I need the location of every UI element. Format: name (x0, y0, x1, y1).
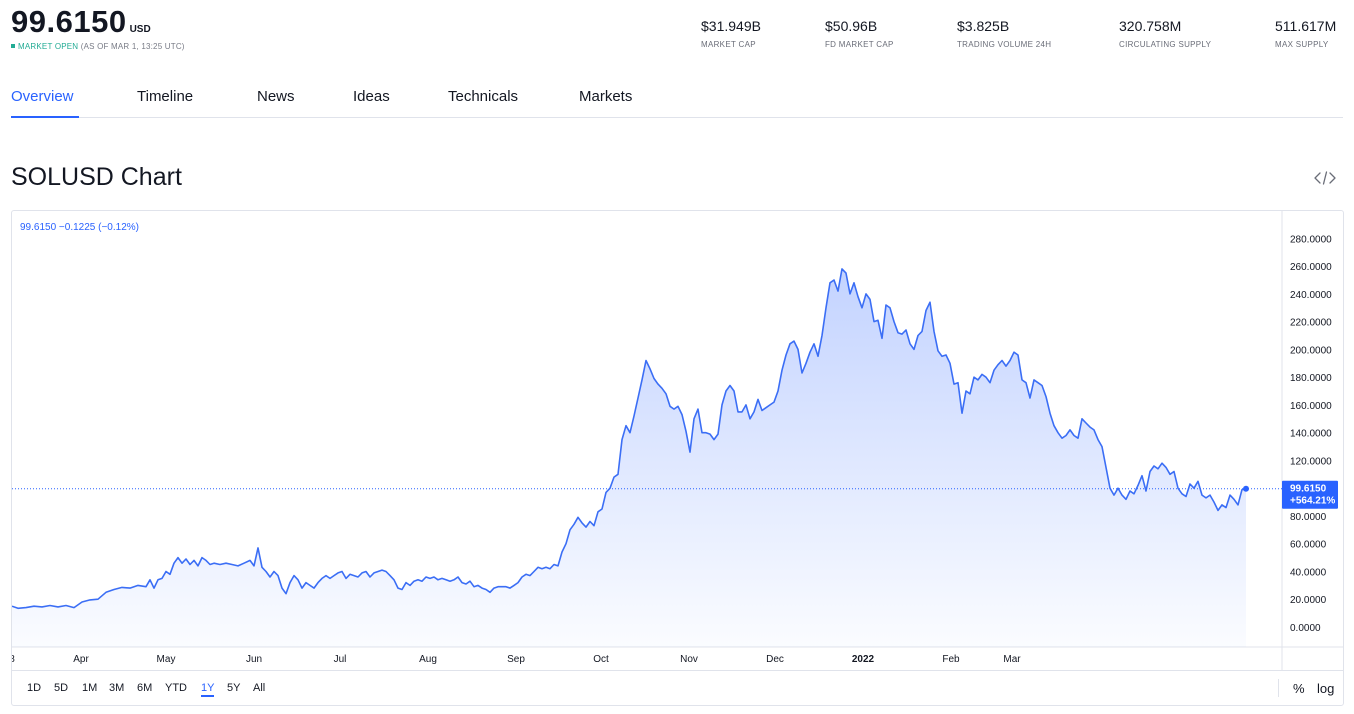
stat-label: MARKET CAP (701, 40, 756, 49)
section-tabs: Overview Timeline News Ideas Technicals … (11, 80, 1343, 118)
x-tick-label: Jun (246, 654, 262, 665)
tab-markets[interactable]: Markets (579, 88, 633, 105)
x-tick-label: Sep (507, 654, 525, 665)
price-chart[interactable]: 280.0000 260.0000 240.0000 220.0000 200.0000… (12, 211, 1343, 671)
y-tick-label: 40.0000 (1290, 567, 1327, 578)
tab-ideas[interactable]: Ideas (353, 88, 390, 105)
stat-value: 320.758M (1119, 18, 1182, 34)
stat-value: $31.949B (701, 18, 761, 34)
as-of-label: (AS OF MAR 1, 13:25 UTC) (80, 42, 185, 51)
current-price: 99.6150 (11, 4, 127, 39)
tab-news[interactable]: News (257, 88, 295, 105)
y-tick-label: 120.0000 (1290, 456, 1332, 467)
stat-label: MAX SUPPLY (1275, 40, 1329, 49)
stat-label: TRADING VOLUME 24H (957, 40, 1052, 49)
x-tick-label: Mar (1003, 654, 1021, 665)
y-tick-label: 60.0000 (1290, 540, 1327, 551)
y-tick-label: 220.0000 (1290, 318, 1332, 329)
currency-label: USD (129, 24, 151, 35)
stat-label: FD MARKET CAP (825, 40, 894, 49)
stat-label: CIRCULATING SUPPLY (1119, 40, 1212, 49)
x-tick-label: May (157, 654, 176, 665)
y-tick-label: 240.0000 (1290, 290, 1332, 301)
log-scale-button[interactable]: log (1317, 681, 1335, 696)
time-range-bar: 1D 5D 1M 3M 6M YTD 1Y 5Y All % log (12, 670, 1343, 705)
stat-trading-volume: $3.825B TRADING VOLUME 24H (957, 18, 1051, 49)
range-1d-button[interactable]: 1D (27, 682, 42, 694)
chart-container: 99.6150 −0.1225 (−0.12%) 280.0000 260.000… (11, 210, 1344, 706)
x-tick-label: Jul (334, 654, 347, 665)
price-header: 99.6150 USD MARKET OPEN (AS OF MAR 1, 13… (11, 4, 185, 51)
x-tick-label: Feb (942, 654, 960, 665)
active-tab-indicator (11, 116, 79, 118)
tab-overview[interactable]: Overview (11, 88, 74, 105)
x-tick-label: Nov (680, 654, 698, 665)
stat-max-supply: 511.617M MAX SUPPLY (1275, 18, 1336, 49)
status-dot-icon (11, 44, 15, 48)
range-1y-button[interactable]: 1Y (201, 682, 215, 697)
y-tick-label: 180.0000 (1290, 373, 1332, 384)
chart-title: SOLUSD Chart (11, 163, 182, 191)
percent-scale-button[interactable]: % (1293, 681, 1305, 696)
y-tick-label: 280.0000 (1290, 234, 1332, 245)
range-ytd-button[interactable]: YTD (165, 682, 187, 694)
stat-market-cap: $31.949B MARKET CAP (701, 18, 761, 49)
last-price-change: +564.21% (1290, 496, 1335, 507)
stat-circulating-supply: 320.758M CIRCULATING SUPPLY (1119, 18, 1211, 49)
y-tick-label: 80.0000 (1290, 512, 1327, 523)
last-price-dot (1243, 485, 1249, 492)
range-3m-button[interactable]: 3M (109, 682, 125, 694)
last-price-badge: 99.6150+564.21% (1282, 480, 1338, 509)
scale-separator (1278, 679, 1279, 697)
price-area (12, 268, 1246, 647)
range-1m-button[interactable]: 1M (82, 682, 98, 694)
range-6m-button[interactable]: 6M (137, 682, 153, 694)
x-tick-label: 8 (12, 654, 15, 665)
range-all-button[interactable]: All (253, 682, 266, 694)
code-embed-icon[interactable] (1314, 169, 1336, 187)
tab-technicals[interactable]: Technicals (448, 88, 519, 105)
stat-value: $3.825B (957, 18, 1010, 34)
range-5d-button[interactable]: 5D (54, 682, 69, 694)
y-tick-label: 140.0000 (1290, 429, 1332, 440)
x-tick-label: Apr (73, 654, 89, 665)
x-tick-label: Dec (766, 654, 784, 665)
x-tick-label: Oct (593, 654, 609, 665)
range-5y-button[interactable]: 5Y (227, 682, 241, 694)
y-tick-label: 20.0000 (1290, 595, 1327, 606)
y-tick-label: 0.0000 (1290, 623, 1321, 634)
y-tick-label: 160.0000 (1290, 401, 1332, 412)
chart-legend: 99.6150 −0.1225 (−0.12%) (20, 222, 139, 233)
stat-fd-market-cap: $50.96B FD MARKET CAP (825, 18, 894, 49)
tab-timeline[interactable]: Timeline (137, 88, 194, 105)
stat-value: $50.96B (825, 18, 878, 34)
last-price-value: 99.6150 (1290, 484, 1327, 495)
x-tick-label: 2022 (852, 654, 875, 665)
y-tick-label: 200.0000 (1290, 345, 1332, 356)
market-status: MARKET OPEN (AS OF MAR 1, 13:25 UTC) (11, 42, 185, 51)
market-open-label: MARKET OPEN (18, 42, 79, 51)
stat-value: 511.617M (1275, 18, 1337, 34)
y-tick-label: 260.0000 (1290, 262, 1332, 273)
x-tick-label: Aug (419, 654, 437, 665)
price-line (12, 268, 1247, 610)
